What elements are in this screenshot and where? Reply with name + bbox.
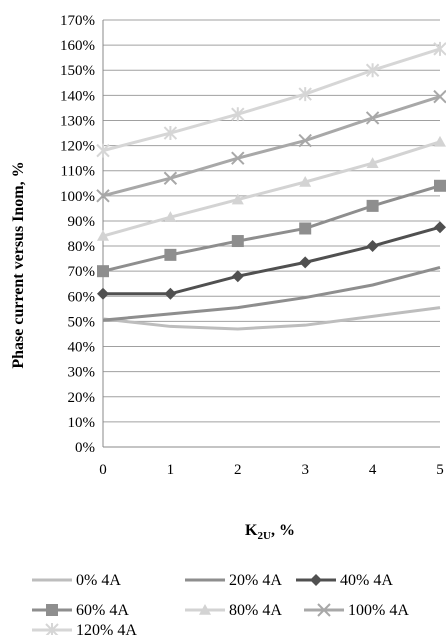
x-tick-label: 2: [234, 462, 242, 478]
series-line: [102, 140, 441, 238]
y-tick-label: 110%: [61, 164, 95, 180]
legend-entry: 100% 4A: [304, 602, 409, 619]
series-line: [102, 184, 441, 273]
data-point: [299, 256, 312, 269]
x-axis-title: K2U, %: [245, 522, 295, 542]
y-tick-label: 160%: [60, 38, 95, 54]
data-point: [433, 41, 446, 56]
data-point: [299, 176, 312, 187]
legend-entry: 80% 4A: [185, 602, 282, 619]
data-point: [298, 87, 312, 102]
series-5: [96, 89, 446, 203]
data-point: [366, 157, 379, 168]
data-point: [231, 270, 244, 283]
series-line: [103, 225, 441, 296]
y-tick-label: 30%: [68, 365, 96, 381]
data-point: [434, 221, 446, 234]
legend-label: 80% 4A: [229, 602, 282, 619]
y-tick-label: 20%: [68, 390, 96, 406]
series-line: [102, 306, 441, 331]
data-point: [97, 230, 109, 241]
series-2: [97, 221, 446, 300]
series-group: [96, 41, 446, 331]
legend-label: 100% 4A: [348, 602, 409, 619]
data-point: [365, 111, 380, 125]
legend-label: 60% 4A: [76, 602, 129, 619]
series-line: [102, 265, 441, 322]
x-axis-title-main: K: [245, 522, 258, 539]
data-point: [298, 133, 312, 148]
data-point: [231, 193, 244, 205]
data-point: [96, 143, 110, 158]
series-0: [102, 306, 441, 331]
legend-entry: 0% 4A: [32, 572, 121, 589]
gridlines: [102, 19, 440, 448]
y-tick-label: 150%: [60, 63, 95, 79]
x-tick-label: 1: [167, 462, 175, 478]
x-tick-label: 0: [99, 462, 107, 478]
data-point: [434, 135, 446, 147]
y-tick-label: 170%: [60, 13, 95, 29]
y-tick-label: 70%: [68, 264, 96, 280]
y-axis-tick-labels: 0% 10% 20% 30% 40% 50% 60% 70% 80% 90% 100% 110% 120…: [60, 13, 95, 456]
data-point: [231, 107, 245, 122]
x-axis-tick-labels: 0 1 2 3 4 5: [99, 462, 444, 478]
legend: 0% 4A 20% 4A 40% 4A 60% 4A 80% 4A 100% 4A 120%…: [32, 572, 409, 635]
legend-label: 120% 4A: [76, 622, 137, 635]
data-point: [231, 151, 245, 165]
data-point: [163, 126, 178, 141]
data-point: [96, 189, 110, 203]
data-point: [366, 240, 379, 253]
legend-label: 0% 4A: [76, 572, 121, 589]
legend-entry: 40% 4A: [296, 572, 393, 589]
y-tick-label: 90%: [68, 214, 96, 230]
data-point: [434, 179, 446, 192]
y-tick-label: 0%: [75, 440, 95, 456]
data-point: [366, 199, 379, 212]
x-axis-title-subscript: 2U: [258, 530, 272, 542]
legend-entry: 20% 4A: [185, 572, 282, 589]
series-3: [97, 179, 446, 278]
legend-entry: 120% 4A: [32, 622, 137, 635]
legend-entry: 60% 4A: [32, 602, 129, 619]
legend-label: 40% 4A: [340, 572, 393, 589]
data-point: [231, 235, 244, 248]
y-tick-label: 120%: [60, 139, 95, 155]
series-line: [102, 47, 441, 153]
data-point: [299, 222, 312, 235]
x-tick-label: 5: [436, 462, 444, 478]
y-tick-label: 60%: [68, 289, 96, 305]
y-tick-label: 130%: [60, 113, 95, 129]
data-point: [365, 63, 380, 78]
legend-label: 20% 4A: [229, 572, 282, 589]
data-point: [97, 287, 109, 300]
data-point: [164, 211, 177, 222]
data-point: [163, 171, 178, 185]
y-tick-label: 140%: [60, 88, 95, 104]
y-tick-label: 50%: [68, 314, 96, 330]
data-point: [164, 248, 177, 261]
series-6: [96, 41, 446, 158]
y-tick-label: 100%: [60, 189, 95, 205]
data-point: [97, 265, 109, 278]
x-axis-title-suffix: , %: [271, 522, 295, 539]
x-tick-label: 4: [369, 462, 377, 478]
y-tick-label: 10%: [68, 415, 96, 431]
y-axis-title: Phase current versus Inom, %: [10, 161, 27, 368]
series-line: [102, 95, 441, 198]
x-tick-label: 3: [301, 462, 309, 478]
series-1: [102, 265, 441, 322]
data-point: [164, 287, 177, 300]
series-4: [97, 135, 446, 241]
data-point: [317, 603, 331, 617]
data-point: [199, 604, 211, 615]
data-point: [310, 574, 322, 586]
y-tick-label: 80%: [68, 239, 96, 255]
data-point: [46, 604, 58, 616]
y-tick-label: 40%: [68, 340, 96, 356]
data-point: [433, 89, 446, 104]
